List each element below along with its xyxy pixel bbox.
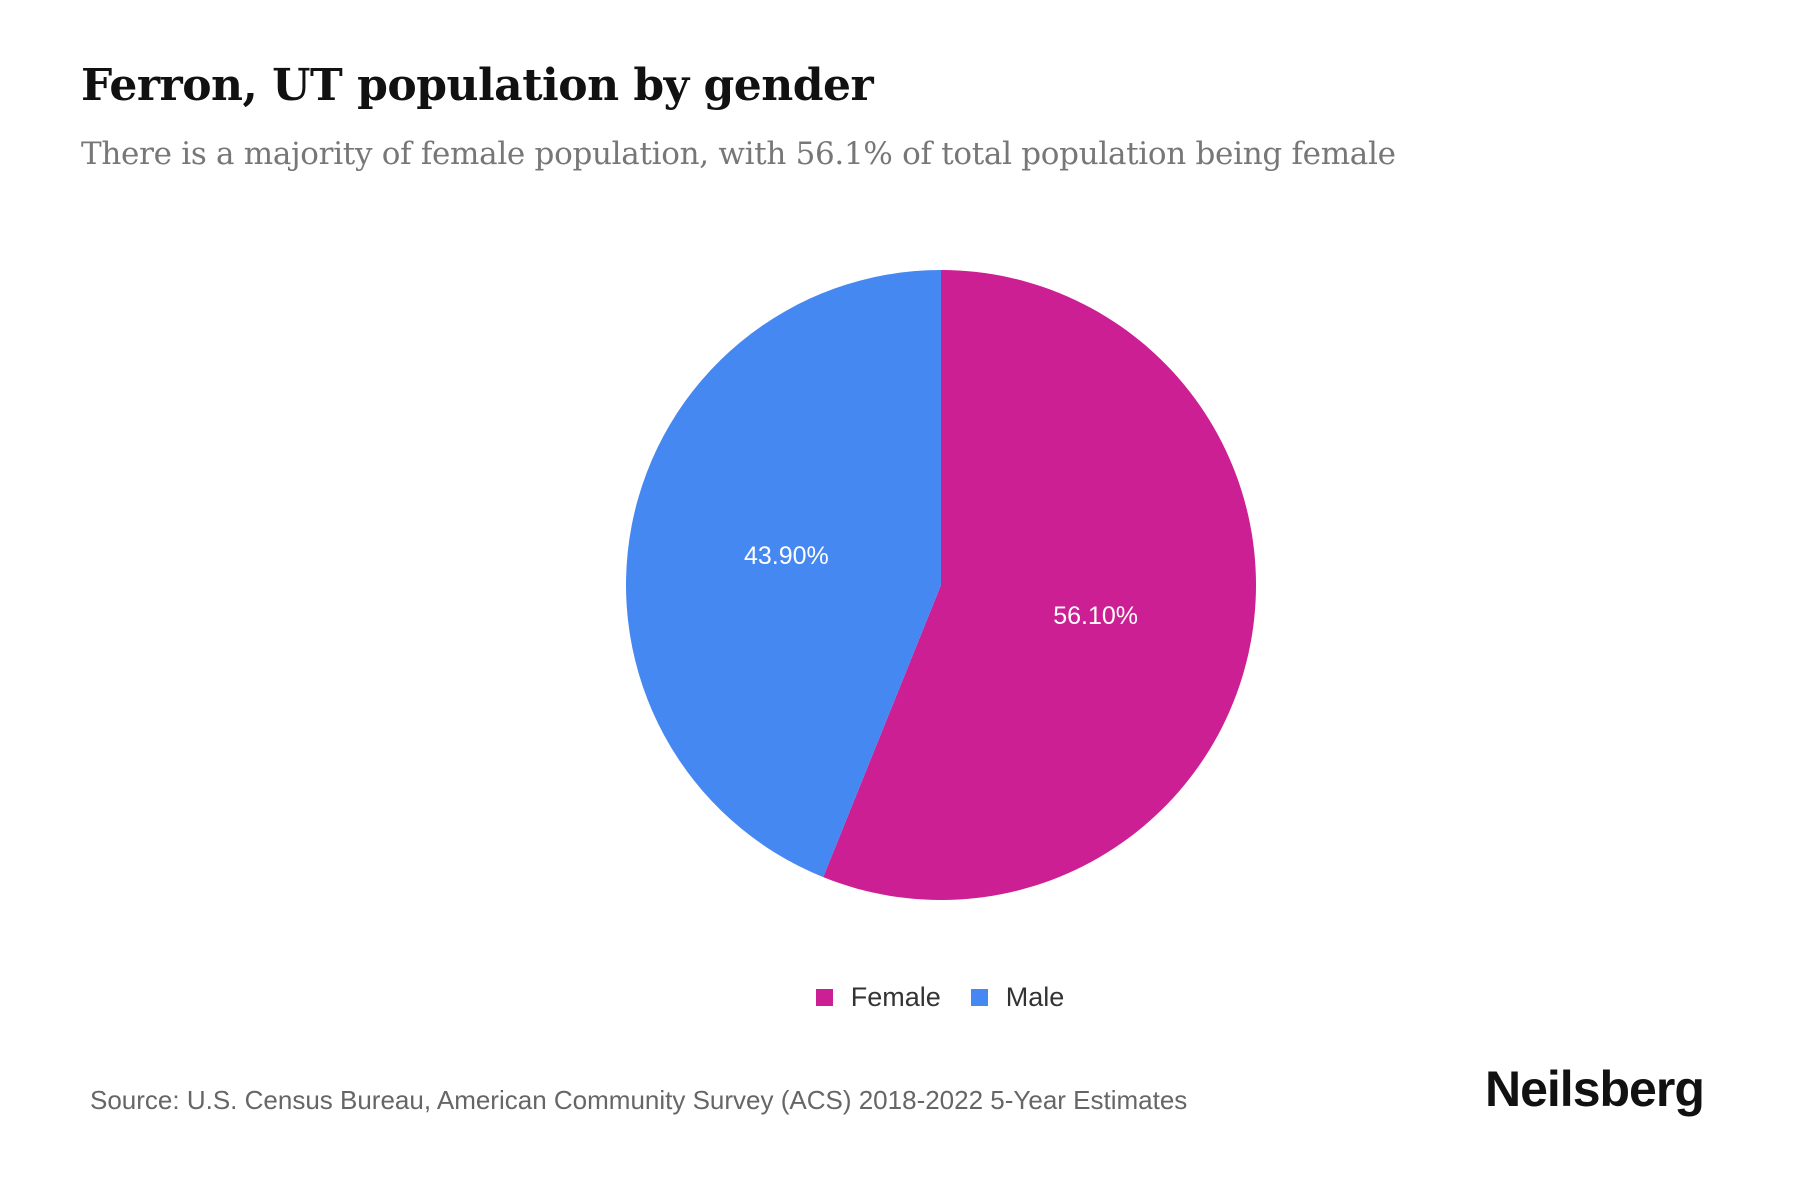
legend-swatch-male	[970, 989, 988, 1006]
chart-title: Ferron, UT population by gender	[81, 60, 874, 111]
slice-label-male: 43.90%	[744, 542, 829, 570]
pie-slice-male	[626, 270, 941, 878]
neilsberg-logo: Neilsberg	[1485, 1061, 1705, 1117]
chart-subtitle: There is a majority of female population…	[81, 136, 1396, 172]
slice-label-female: 56.10%	[1053, 602, 1138, 630]
legend-item-male: Male	[970, 982, 1065, 1013]
legend-label-female: Female	[850, 982, 941, 1012]
legend-item-female: Female	[815, 982, 941, 1013]
source-note: Source: U.S. Census Bureau, American Com…	[90, 1085, 1188, 1115]
pie-slice-female	[823, 270, 1256, 900]
legend-label-male: Male	[1005, 982, 1065, 1012]
legend-swatch-female	[815, 989, 833, 1006]
legend: Female Male	[0, 982, 1800, 1013]
